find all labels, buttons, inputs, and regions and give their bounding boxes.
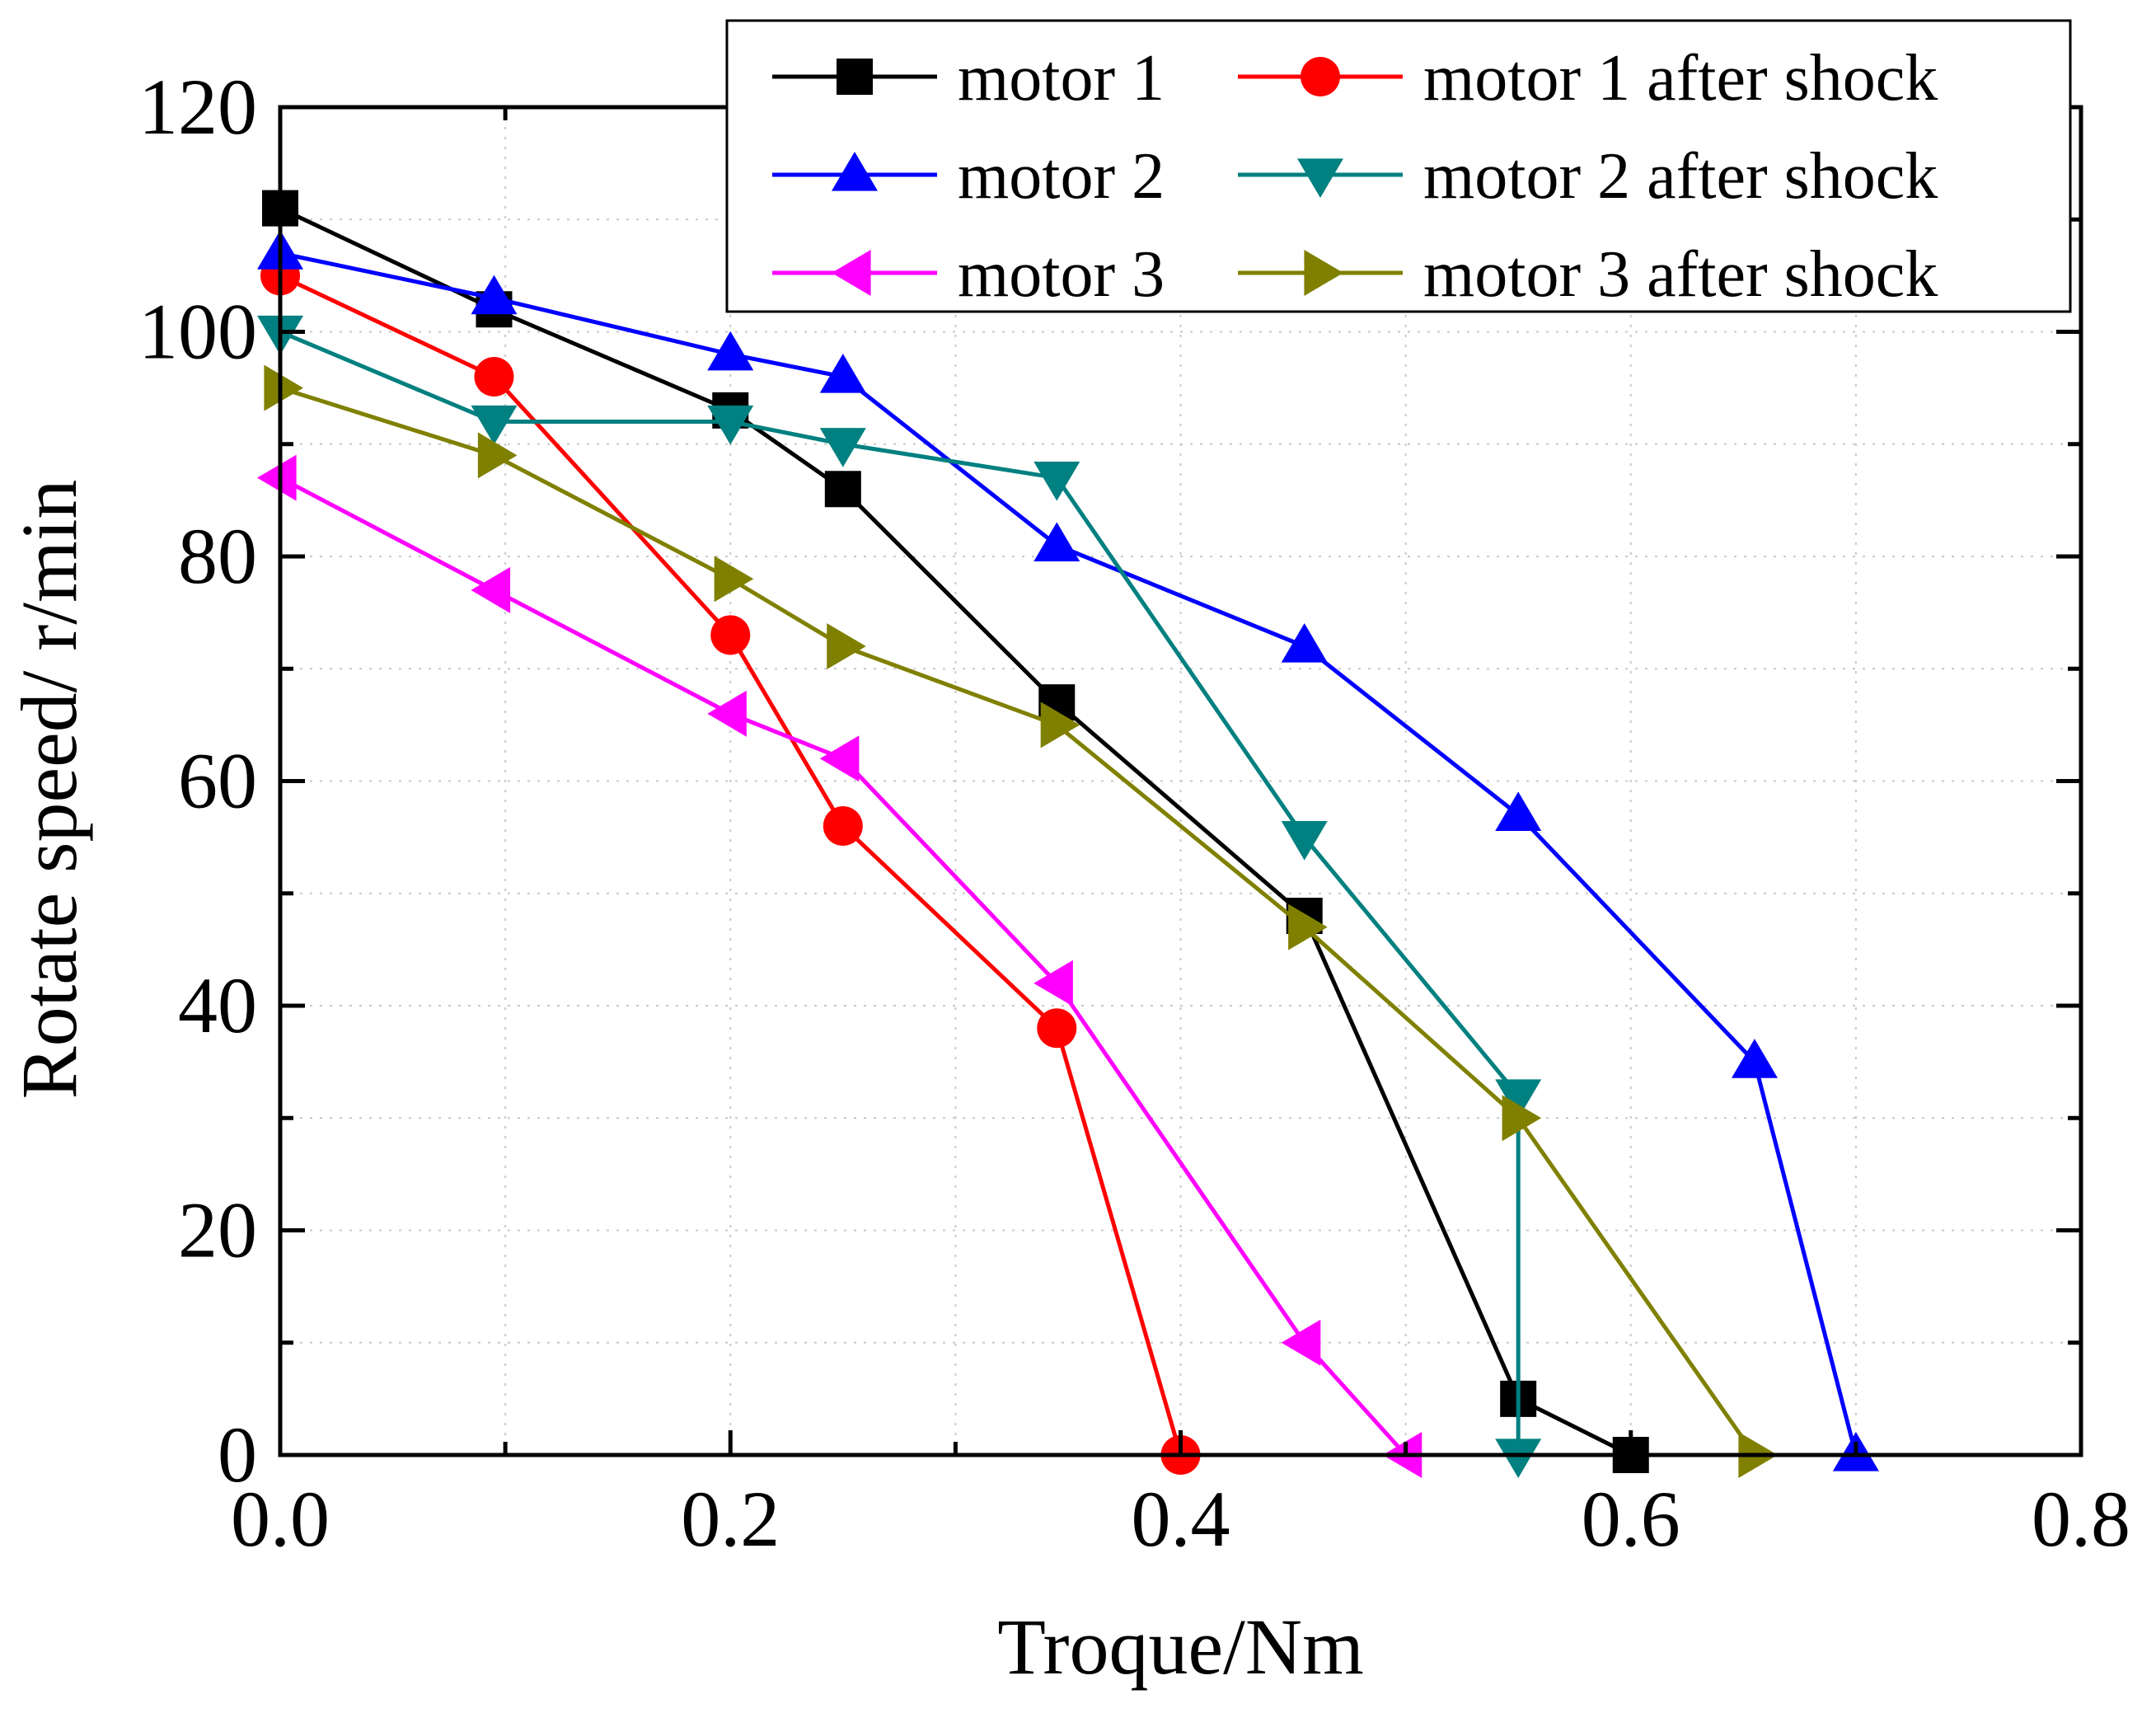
legend-item: motor 1 after shock bbox=[1238, 42, 1938, 115]
y-tick-label: 20 bbox=[178, 1186, 257, 1274]
x-tick-label: 0.2 bbox=[681, 1475, 780, 1563]
legend-item: motor 1 bbox=[772, 42, 1165, 115]
data-point bbox=[707, 690, 747, 737]
y-axis-tick-labels: 0 20 40 60 80 100 120 bbox=[138, 63, 257, 1499]
legend-item: motor 2 bbox=[772, 140, 1165, 213]
data-point bbox=[264, 364, 303, 411]
series-line bbox=[279, 206, 1632, 1457]
grid bbox=[280, 107, 2081, 1455]
data-point bbox=[1037, 1008, 1077, 1049]
y-axis-title: Rotate speed/ r/min bbox=[5, 480, 93, 1100]
data-point bbox=[824, 471, 861, 508]
y-tick-label: 80 bbox=[178, 512, 257, 600]
x-tick-label: 0.0 bbox=[231, 1475, 330, 1563]
y-tick-label: 60 bbox=[178, 737, 257, 825]
data-point bbox=[1281, 1319, 1321, 1366]
series-line bbox=[279, 251, 1858, 1456]
series-line bbox=[279, 274, 1183, 1456]
x-tick-label: 0.6 bbox=[1582, 1475, 1680, 1563]
data-point bbox=[819, 735, 860, 782]
data-point bbox=[819, 428, 866, 467]
data-point bbox=[477, 432, 518, 479]
data-point bbox=[471, 275, 518, 315]
data-point bbox=[257, 454, 297, 501]
x-axis-title: Troque/Nm bbox=[997, 1603, 1364, 1691]
data-point bbox=[1033, 960, 1073, 1007]
series-motor-3 bbox=[257, 454, 1422, 1478]
data-point bbox=[1495, 1079, 1542, 1119]
data-point bbox=[707, 405, 754, 445]
legend-marker bbox=[1297, 158, 1343, 198]
legend-label: motor 3 after shock bbox=[1423, 238, 1938, 311]
data-point bbox=[471, 566, 511, 613]
legend-label: motor 2 bbox=[958, 140, 1165, 213]
legend: motor 1 motor 1 after shock motor 2 motor 2… bbox=[725, 19, 2072, 313]
series-line bbox=[279, 476, 1408, 1457]
legend-marker bbox=[1301, 57, 1340, 96]
data-point bbox=[471, 405, 518, 445]
legend-label: motor 3 bbox=[958, 238, 1165, 311]
data-point bbox=[1502, 1095, 1542, 1142]
x-tick-label: 0.4 bbox=[1132, 1475, 1230, 1563]
series-line bbox=[279, 330, 1521, 1455]
series-motor-3-after-shock bbox=[264, 364, 1778, 1478]
data-point bbox=[1281, 821, 1328, 861]
data-point bbox=[819, 354, 866, 393]
data-point bbox=[823, 806, 863, 846]
legend-label: motor 1 after shock bbox=[1423, 42, 1938, 115]
legend-marker bbox=[1304, 250, 1343, 296]
legend-label: motor 2 after shock bbox=[1423, 140, 1938, 213]
data-point bbox=[1033, 522, 1080, 561]
series-line bbox=[279, 386, 1757, 1457]
legend-marker bbox=[837, 59, 873, 95]
data-point bbox=[1281, 623, 1328, 663]
legend-item: motor 3 after shock bbox=[1238, 238, 1938, 311]
legend-marker bbox=[832, 250, 871, 296]
data-point bbox=[474, 357, 514, 397]
y-tick-label: 120 bbox=[138, 63, 257, 151]
data-point bbox=[1731, 1039, 1778, 1078]
legend-item: motor 3 bbox=[772, 238, 1165, 311]
data-point bbox=[710, 615, 751, 655]
x-axis-tick-labels: 0.0 0.2 0.4 0.6 0.8 bbox=[231, 1475, 2130, 1563]
legend-label: motor 1 bbox=[958, 42, 1165, 115]
y-tick-label: 0 bbox=[218, 1410, 257, 1499]
data-point bbox=[1495, 1438, 1542, 1478]
legend-item: motor 2 after shock bbox=[1238, 140, 1938, 213]
data-point bbox=[827, 623, 866, 669]
series-motor-2 bbox=[257, 230, 1879, 1471]
series-layer bbox=[257, 190, 1879, 1478]
data-point bbox=[1495, 791, 1542, 831]
x-tick-label: 0.8 bbox=[2032, 1475, 2130, 1563]
data-point bbox=[1040, 702, 1080, 749]
legend-box bbox=[725, 19, 2072, 313]
y-tick-label: 40 bbox=[178, 961, 257, 1049]
data-point bbox=[707, 331, 754, 371]
data-point bbox=[1033, 462, 1080, 501]
y-tick-label: 100 bbox=[138, 288, 257, 376]
data-point bbox=[1288, 903, 1328, 950]
series-motor-2-after-shock bbox=[257, 315, 1542, 1478]
data-point bbox=[714, 556, 754, 603]
legend-marker bbox=[832, 152, 878, 191]
